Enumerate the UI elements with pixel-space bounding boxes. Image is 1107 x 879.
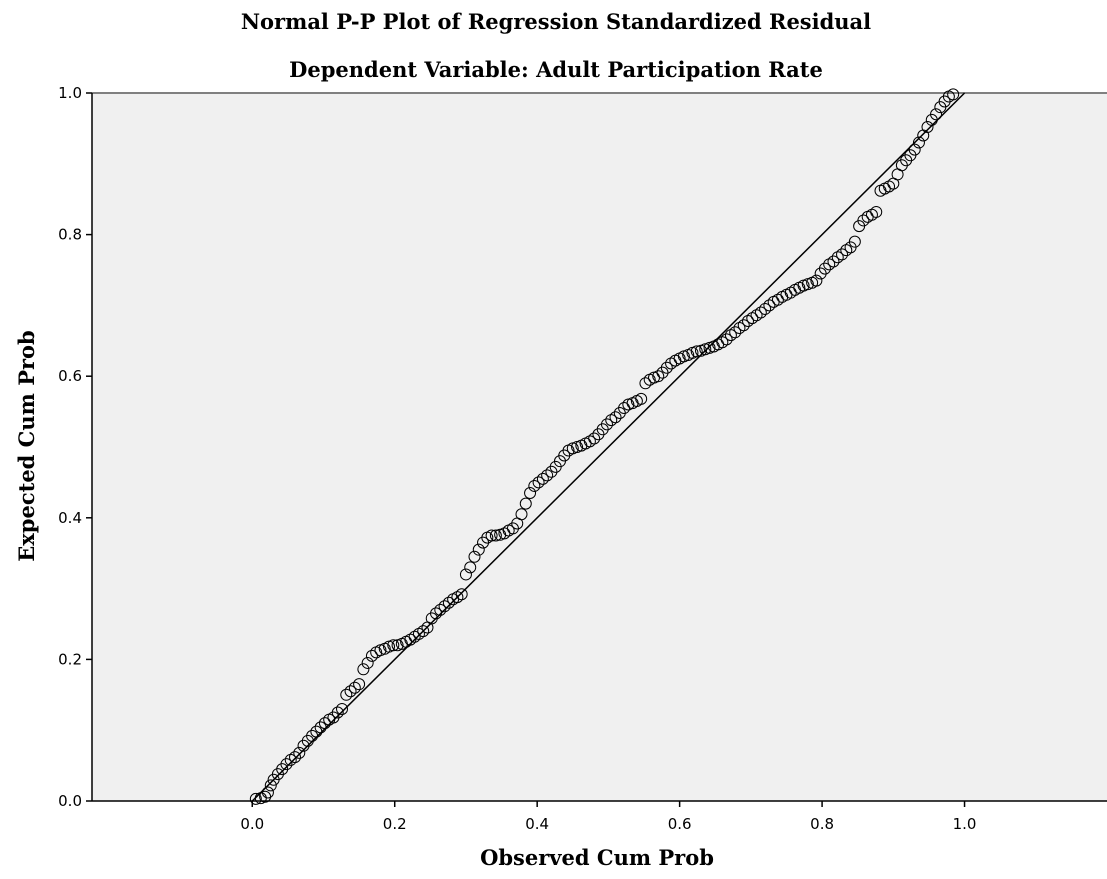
data-point: [857, 214, 870, 227]
data-point: [635, 392, 648, 405]
x-tick-label: 0.2: [383, 815, 407, 833]
data-point: [759, 302, 772, 315]
data-point: [515, 508, 528, 521]
data-point: [720, 333, 733, 346]
data-point: [947, 88, 960, 101]
data-point: [536, 472, 549, 485]
x-tick-label: 0.6: [668, 815, 692, 833]
data-point: [541, 469, 554, 482]
data-point: [289, 751, 301, 764]
data-point: [310, 725, 323, 738]
y-tick-label: 0.4: [58, 509, 82, 527]
data-point: [280, 758, 293, 771]
x-tick-label: 0.4: [525, 815, 549, 833]
data-point: [485, 529, 498, 542]
data-point: [652, 370, 665, 383]
data-point: [434, 603, 447, 616]
data-point: [361, 656, 374, 669]
data-point: [827, 255, 840, 268]
y-axis-title: Expected Cum Prob: [14, 330, 39, 561]
chart-subtitle: Dependent Variable: Adult Participation …: [289, 57, 823, 82]
data-point: [430, 607, 443, 620]
data-point: [532, 476, 545, 489]
data-point: [489, 529, 502, 542]
x-axis-title: Observed Cum Prob: [480, 845, 714, 870]
data-point: [690, 345, 703, 358]
data-point: [524, 487, 537, 500]
data-point: [417, 625, 430, 638]
x-tick-label: 0.8: [810, 815, 834, 833]
data-point: [344, 685, 357, 698]
data-point: [306, 729, 319, 742]
data-point: [468, 550, 481, 563]
data-point: [870, 205, 883, 218]
data-point: [464, 561, 477, 574]
data-point: [908, 143, 921, 156]
y-tick-label: 0.0: [58, 792, 82, 810]
data-point: [600, 418, 613, 431]
data-point: [588, 432, 601, 445]
data-point: [639, 377, 652, 390]
x-tick-label: 0.0: [240, 815, 264, 833]
data-point: [836, 248, 849, 261]
data-point: [249, 792, 262, 805]
data-point: [438, 600, 451, 613]
plot-area: [92, 93, 1107, 801]
y-tick-label: 0.6: [58, 367, 82, 385]
data-point: [340, 688, 353, 701]
data-point: [763, 299, 776, 312]
data-point: [848, 235, 861, 248]
data-point: [528, 479, 541, 492]
data-point: [336, 702, 349, 715]
data-point: [442, 596, 455, 609]
residual-points: [249, 88, 960, 805]
data-point: [729, 326, 742, 339]
y-axis-ticks: 0.0 0.2 0.4 0.6 0.8 1.0: [58, 84, 92, 810]
y-tick-label: 0.8: [58, 226, 82, 244]
data-point: [810, 274, 823, 287]
x-tick-label: 1.0: [953, 815, 977, 833]
data-point: [259, 790, 272, 803]
data-point: [519, 497, 532, 510]
data-point: [314, 721, 327, 734]
data-point: [930, 108, 943, 121]
data-point: [348, 681, 361, 694]
data-point: [609, 411, 622, 424]
data-point: [387, 639, 400, 652]
data-point: [264, 779, 277, 792]
data-point: [353, 678, 366, 691]
y-tick-label: 0.2: [58, 650, 82, 668]
data-point: [472, 543, 485, 556]
data-point: [660, 361, 673, 374]
data-point: [737, 319, 750, 332]
x-axis-ticks: 0.0 0.2 0.4 0.6 0.8 1.0: [240, 801, 976, 833]
data-point: [293, 746, 306, 759]
data-point: [459, 568, 472, 581]
data-point: [357, 663, 370, 676]
y-tick-label: 1.0: [58, 84, 82, 102]
chart-title: Normal P-P Plot of Regression Standardiz…: [241, 9, 871, 34]
data-point: [912, 136, 925, 149]
data-point: [455, 588, 468, 601]
data-point: [318, 717, 331, 730]
data-point: [921, 120, 934, 133]
data-point: [365, 649, 378, 662]
data-point: [754, 306, 767, 319]
data-point: [818, 262, 831, 275]
data-point: [331, 706, 344, 719]
data-point: [261, 786, 274, 799]
reference-diagonal-line: [251, 92, 966, 802]
